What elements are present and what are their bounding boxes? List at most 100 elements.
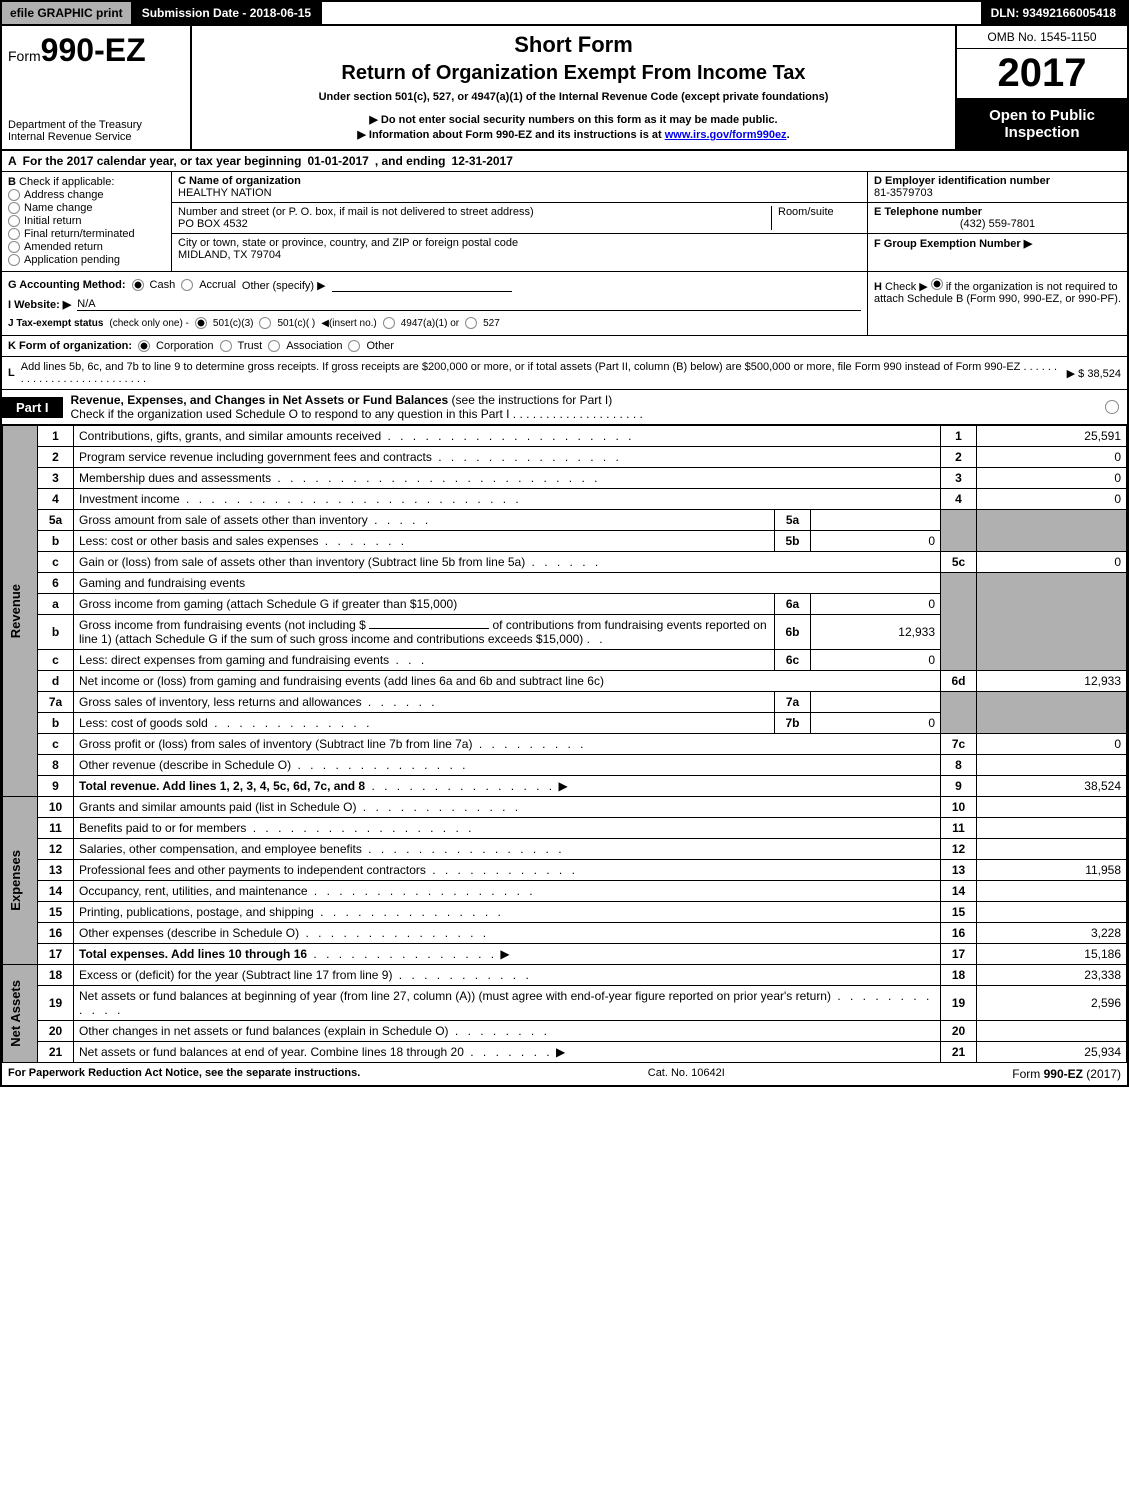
line-num: 21 (38, 1042, 74, 1063)
line-num: 17 (38, 944, 74, 965)
top-bar: efile GRAPHIC print Submission Date - 20… (2, 2, 1127, 26)
line-desc: Gain or (loss) from sale of assets other… (74, 552, 941, 573)
desc-text: Professional fees and other payments to … (79, 863, 426, 877)
row-a-prefix: A (8, 154, 17, 168)
radio-501c[interactable] (259, 317, 271, 329)
dots: . . . . . . . . (449, 1024, 550, 1038)
desc-text-1: Gross income from fundraising events (no… (79, 618, 366, 632)
line-num: 10 (38, 797, 74, 818)
section-l: L Add lines 5b, 6c, and 7b to line 9 to … (2, 357, 1127, 390)
cb-initial-return[interactable]: Initial return (8, 215, 165, 227)
revenue-label: Revenue (8, 584, 32, 638)
line-num-right: 2 (941, 447, 977, 468)
line-desc: Less: direct expenses from gaming and fu… (74, 650, 775, 671)
schedule-o-checkbox[interactable] (1105, 400, 1119, 414)
line-num: 15 (38, 902, 74, 923)
line-amount: 0 (977, 489, 1127, 510)
table-row: 12 Salaries, other compensation, and emp… (3, 839, 1127, 860)
irs-link[interactable]: www.irs.gov/form990ez (665, 129, 787, 141)
line-desc: Other revenue (describe in Schedule O) .… (74, 755, 941, 776)
radio-corp[interactable] (138, 340, 150, 352)
line-num-right: 14 (941, 881, 977, 902)
radio-501c3[interactable] (195, 317, 207, 329)
line-num: 9 (38, 776, 74, 797)
line-amount: 3,228 (977, 923, 1127, 944)
line-amount: 25,934 (977, 1042, 1127, 1063)
h-checkbox[interactable] (931, 278, 943, 290)
line-amount: 0 (977, 468, 1127, 489)
line-num-right: 7c (941, 734, 977, 755)
cb-name-change[interactable]: Name change (8, 202, 165, 214)
line-num: c (38, 650, 74, 671)
radio-cash[interactable] (132, 279, 144, 291)
line-amount (977, 839, 1127, 860)
radio-4947[interactable] (383, 317, 395, 329)
j-opt4: 527 (483, 318, 500, 329)
g-other-fill[interactable] (332, 278, 512, 292)
g-other: Other (specify) ▶ (242, 279, 326, 292)
cb-final-return[interactable]: Final return/terminated (8, 228, 165, 240)
inner-amount (811, 510, 941, 531)
dots: . . . . . . . . . . . . . . . (432, 450, 622, 464)
title-short-form: Short Form (200, 32, 947, 58)
desc-text: Less: cost of goods sold (79, 716, 208, 730)
header-center: Short Form Return of Organization Exempt… (192, 26, 957, 149)
line-desc: Gross income from fundraising events (no… (74, 615, 775, 650)
radio-other[interactable] (348, 340, 360, 352)
cb-address-change[interactable]: Address change (8, 189, 165, 201)
line-amount: 2,596 (977, 986, 1127, 1021)
table-row: 21 Net assets or fund balances at end of… (3, 1042, 1127, 1063)
cb-label: Name change (24, 202, 93, 214)
radio-assoc[interactable] (268, 340, 280, 352)
dots: . . . . . (368, 513, 431, 527)
cb-application-pending[interactable]: Application pending (8, 254, 165, 266)
inner-line-num: 6c (775, 650, 811, 671)
open-line-2: Inspection (961, 124, 1123, 141)
part-1-tab: Part I (2, 397, 63, 418)
submission-date: Submission Date - 2018-06-15 (132, 2, 322, 24)
form-number-big: 990-EZ (41, 32, 146, 68)
line-desc: Gaming and fundraising events (74, 573, 941, 594)
line-desc: Total revenue. Add lines 1, 2, 3, 4, 5c,… (74, 776, 941, 797)
line-desc: Benefits paid to or for members . . . . … (74, 818, 941, 839)
line-desc: Gross income from gaming (attach Schedul… (74, 594, 775, 615)
line-amount: 0 (977, 734, 1127, 755)
desc-text: Occupancy, rent, utilities, and maintena… (79, 884, 308, 898)
inner-amount: 0 (811, 650, 941, 671)
line-num: c (38, 552, 74, 573)
radio-accrual[interactable] (181, 279, 193, 291)
dots: . . (587, 632, 606, 646)
line-num: 1 (38, 426, 74, 447)
b-label: B (8, 176, 16, 188)
line-num-right: 12 (941, 839, 977, 860)
part-1-header: Part I Revenue, Expenses, and Changes in… (2, 390, 1127, 425)
desc-text: Excess or (deficit) for the year (Subtra… (79, 968, 392, 982)
header-right: OMB No. 1545-1150 2017 Open to Public In… (957, 26, 1127, 149)
desc-text: Gross sales of inventory, less returns a… (79, 695, 362, 709)
ein-value: 81-3579703 (874, 187, 933, 199)
tax-year-begin: 01-01-2017 (307, 154, 368, 168)
radio-527[interactable] (465, 317, 477, 329)
k-assoc: Association (286, 340, 342, 352)
efile-print-button[interactable]: efile GRAPHIC print (2, 2, 132, 24)
desc-text: Grants and similar amounts paid (list in… (79, 800, 356, 814)
shaded-cell (941, 692, 977, 734)
cb-label: Final return/terminated (24, 228, 135, 240)
line-desc: Membership dues and assessments . . . . … (74, 468, 941, 489)
dots: . . . . . . . (464, 1045, 553, 1059)
desc-text: Less: cost or other basis and sales expe… (79, 534, 318, 548)
note2-pre: ▶ Information about Form 990-EZ and its … (357, 129, 664, 141)
line-num-right: 13 (941, 860, 977, 881)
line-desc: Total expenses. Add lines 10 through 16 … (74, 944, 941, 965)
block-bcdef: B Check if applicable: Address change Na… (2, 172, 1127, 272)
section-h: H Check ▶ if the organization is not req… (867, 272, 1127, 335)
side-label-net-assets: Net Assets (3, 965, 38, 1063)
radio-trust[interactable] (220, 340, 232, 352)
line-num-right: 10 (941, 797, 977, 818)
line-num-right: 20 (941, 1021, 977, 1042)
cb-amended-return[interactable]: Amended return (8, 241, 165, 253)
fill-blank[interactable] (369, 628, 489, 629)
line-num-right: 5c (941, 552, 977, 573)
line-desc: Program service revenue including govern… (74, 447, 941, 468)
open-line-1: Open to Public (961, 107, 1123, 124)
